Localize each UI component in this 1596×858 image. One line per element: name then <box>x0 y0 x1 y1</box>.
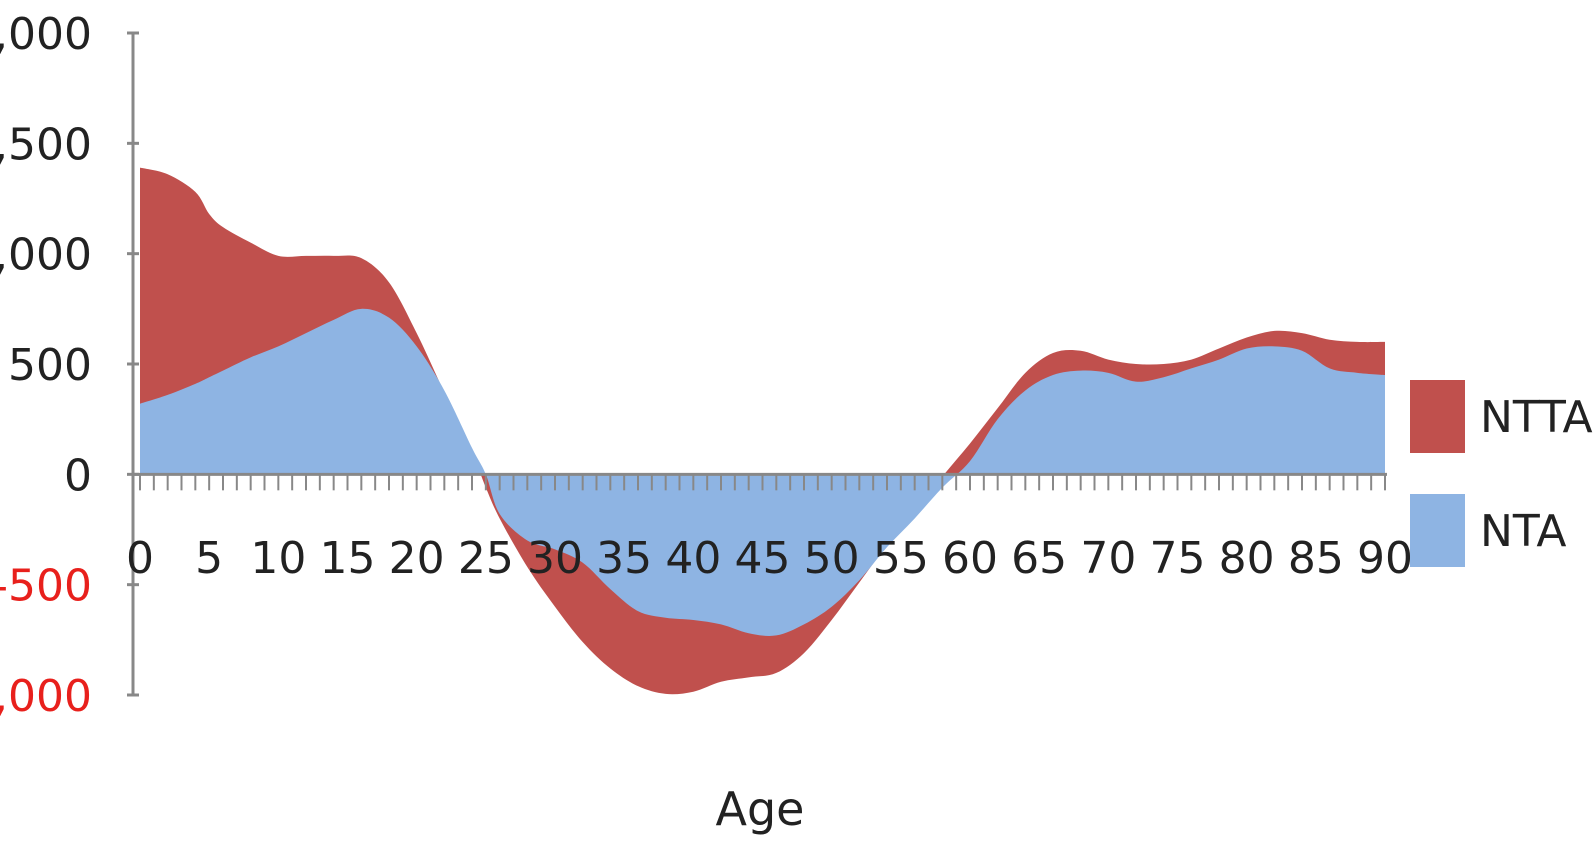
plot-areas <box>140 167 1385 695</box>
x-tick-label: 55 <box>873 533 929 584</box>
y-tick-label: 1,500 <box>0 119 92 170</box>
x-tick-label: 90 <box>1357 533 1413 584</box>
x-tick-label: 85 <box>1288 533 1344 584</box>
y-tick-label: 500 <box>8 340 92 391</box>
y-tick-label: -500 <box>0 561 92 612</box>
x-tick-label: 80 <box>1219 533 1275 584</box>
legend-swatch-ntta <box>1410 380 1465 453</box>
x-tick-label: 15 <box>320 533 376 584</box>
x-axis-tick-labels: 0 5 10 15 20 25 30 35 40 45 50 55 60 65 70 75 80 85 90 <box>126 533 1413 584</box>
y-axis-tick-labels: 2,000 1,500 1,000 500 0 -500 -1,000 <box>0 9 92 722</box>
x-tick-label: 75 <box>1150 533 1206 584</box>
y-tick-label: -1,000 <box>0 671 92 722</box>
x-tick-label: 0 <box>126 533 154 584</box>
legend-label-ntta: NTTA <box>1480 392 1593 443</box>
x-tick-label: 35 <box>596 533 652 584</box>
axes <box>127 31 1387 697</box>
legend: NTTA NTA <box>1410 380 1593 567</box>
x-tick-label: 30 <box>527 533 583 584</box>
x-tick-label: 70 <box>1080 533 1136 584</box>
x-tick-label: 65 <box>1011 533 1067 584</box>
x-tick-label: 5 <box>195 533 223 584</box>
legend-swatch-nta <box>1410 494 1465 567</box>
x-tick-label: 60 <box>942 533 998 584</box>
x-tick-label: 20 <box>389 533 445 584</box>
y-tick-label: 0 <box>64 450 92 501</box>
y-tick-label: 1,000 <box>0 230 92 281</box>
x-axis-label: Age <box>716 782 805 836</box>
legend-label-nta: NTA <box>1480 506 1566 557</box>
x-tick-label: 40 <box>665 533 721 584</box>
y-tick-label: 2,000 <box>0 9 92 60</box>
x-tick-label: 10 <box>250 533 306 584</box>
x-tick-label: 45 <box>735 533 791 584</box>
x-tick-label: 50 <box>804 533 860 584</box>
area-series-nta <box>140 308 1385 636</box>
x-tick-label: 25 <box>458 533 514 584</box>
